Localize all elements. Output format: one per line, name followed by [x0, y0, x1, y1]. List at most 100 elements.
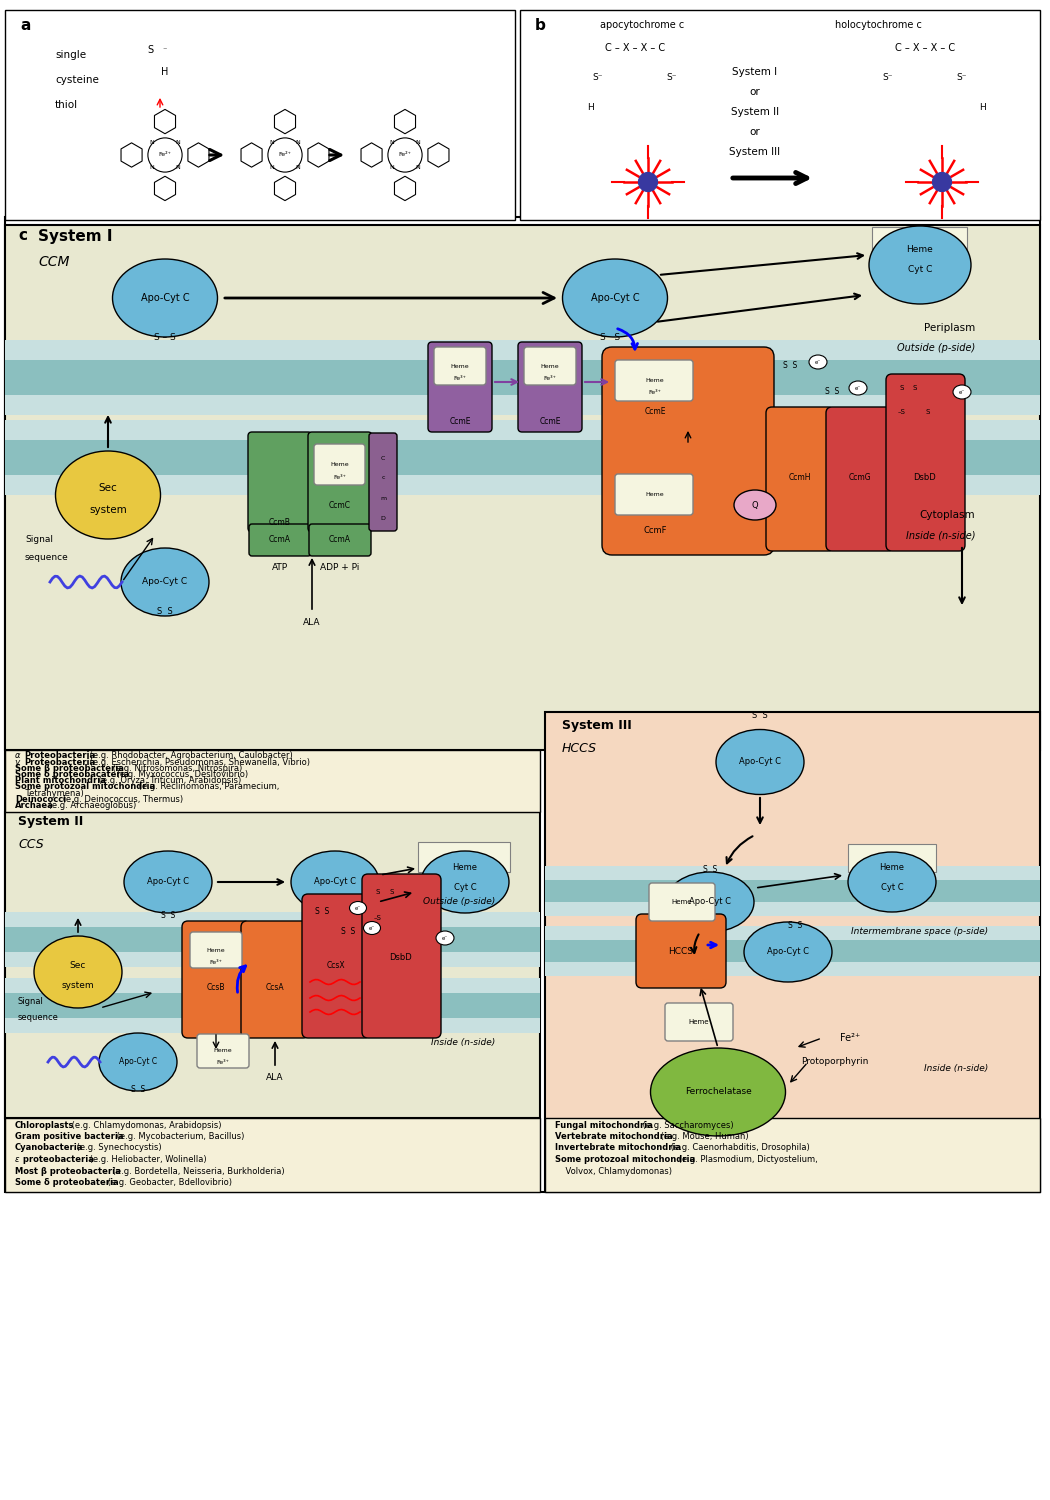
- Text: Fe³⁺: Fe³⁺: [334, 476, 346, 480]
- Text: S – S: S – S: [154, 333, 176, 342]
- Text: Some δ proteobateria: Some δ proteobateria: [15, 1178, 119, 1186]
- Text: Some protozoal mitochondria: Some protozoal mitochondria: [555, 1155, 695, 1164]
- Text: ALA: ALA: [267, 1074, 284, 1083]
- Text: Cyt C: Cyt C: [881, 884, 903, 892]
- Ellipse shape: [734, 490, 776, 520]
- Text: S⁻: S⁻: [667, 74, 677, 82]
- Bar: [5, 912, 540, 927]
- Text: Outside (p-side): Outside (p-side): [897, 344, 975, 352]
- Text: single: single: [55, 50, 86, 60]
- Text: CcsA: CcsA: [266, 984, 285, 993]
- Text: ε: ε: [15, 1155, 20, 1164]
- Text: e⁻: e⁻: [815, 360, 821, 364]
- Ellipse shape: [421, 850, 509, 914]
- Text: Gram positive bacteria: Gram positive bacteria: [15, 1132, 124, 1142]
- Text: S: S: [926, 410, 930, 416]
- Ellipse shape: [849, 381, 867, 394]
- Text: sequence: sequence: [18, 1014, 59, 1023]
- Text: Apo-Cyt C: Apo-Cyt C: [141, 292, 189, 303]
- Text: HCCS: HCCS: [669, 946, 693, 956]
- Text: S: S: [376, 890, 380, 896]
- Text: CcmC: CcmC: [329, 501, 351, 510]
- Text: (e.g. Escherichia, Pseudomonas, Shewanella, Vibrio): (e.g. Escherichia, Pseudomonas, Shewanel…: [87, 758, 310, 766]
- Text: S: S: [390, 890, 394, 896]
- Text: S: S: [147, 45, 153, 56]
- Text: Most β proteobacteria: Most β proteobacteria: [15, 1167, 121, 1176]
- Text: CcmE: CcmE: [449, 417, 470, 426]
- Text: Heme: Heme: [689, 1019, 709, 1025]
- Text: c: c: [18, 228, 27, 243]
- Text: CcmA: CcmA: [329, 536, 351, 544]
- Text: or: or: [750, 128, 760, 136]
- Text: m: m: [380, 495, 386, 501]
- Text: Apo-Cyt C: Apo-Cyt C: [739, 758, 781, 766]
- Bar: [5, 993, 540, 1018]
- FancyBboxPatch shape: [369, 433, 397, 531]
- Bar: [5, 750, 540, 812]
- Bar: [5, 440, 1040, 476]
- Text: C – X – X – C: C – X – X – C: [605, 44, 665, 52]
- Text: Intermembrane space (p-side): Intermembrane space (p-side): [850, 927, 988, 936]
- Text: N: N: [416, 165, 420, 171]
- Text: Heme: Heme: [646, 378, 665, 384]
- FancyBboxPatch shape: [314, 444, 365, 485]
- Text: DsbD: DsbD: [390, 954, 413, 963]
- Text: Fe²⁺: Fe²⁺: [840, 1034, 860, 1042]
- Text: Heme: Heme: [214, 1047, 232, 1053]
- Text: CcmE: CcmE: [540, 417, 561, 426]
- FancyBboxPatch shape: [242, 921, 309, 1038]
- Text: (e.g. Myxococcus, Deslfovibrio): (e.g. Myxococcus, Deslfovibrio): [114, 770, 248, 778]
- Bar: [5, 420, 1040, 440]
- Text: S  S: S S: [315, 908, 329, 916]
- Text: HCCS: HCCS: [562, 741, 597, 754]
- FancyBboxPatch shape: [636, 914, 726, 989]
- Text: e⁻: e⁻: [369, 926, 375, 930]
- Text: N: N: [390, 165, 395, 171]
- Text: S  S: S S: [788, 921, 802, 930]
- Ellipse shape: [638, 172, 657, 192]
- Text: ADP + Pi: ADP + Pi: [320, 564, 360, 573]
- Text: System II: System II: [18, 816, 83, 828]
- Text: DsbD: DsbD: [914, 474, 937, 483]
- Text: (e.g. Archaeoglobus): (e.g. Archaeoglobus): [46, 801, 136, 810]
- Text: Cyt C: Cyt C: [454, 884, 477, 892]
- Text: Fe²⁺: Fe²⁺: [278, 153, 292, 158]
- Text: S  S: S S: [158, 608, 173, 616]
- Text: Cyanobacteria: Cyanobacteria: [15, 1143, 83, 1152]
- Text: N: N: [270, 165, 274, 171]
- Text: (e.g. Nitrosomonas, Nitrospira): (e.g. Nitrosomonas, Nitrospira): [109, 764, 242, 772]
- Text: Proteobacteria: Proteobacteria: [24, 752, 96, 760]
- Text: D: D: [380, 516, 385, 520]
- Text: e⁻: e⁻: [355, 906, 361, 910]
- Bar: [5, 1019, 540, 1034]
- Text: System III: System III: [562, 718, 632, 732]
- Ellipse shape: [563, 260, 668, 338]
- Text: system: system: [89, 506, 127, 515]
- Ellipse shape: [716, 729, 804, 795]
- Bar: [545, 926, 1040, 940]
- Text: Outside (p-side): Outside (p-side): [423, 897, 495, 906]
- Text: CcmH: CcmH: [789, 474, 812, 483]
- Text: proteobacteria: proteobacteria: [20, 1155, 93, 1164]
- FancyBboxPatch shape: [249, 524, 311, 556]
- Text: S  S: S S: [783, 360, 797, 369]
- Text: sequence: sequence: [25, 554, 68, 562]
- Text: C: C: [381, 456, 385, 460]
- Text: S⁻: S⁻: [883, 74, 894, 82]
- Text: S  S: S S: [161, 910, 175, 920]
- Text: Archaea: Archaea: [15, 801, 54, 810]
- Text: Ferrochelatase: Ferrochelatase: [685, 1088, 752, 1096]
- FancyBboxPatch shape: [434, 346, 486, 386]
- Text: ⁻: ⁻: [163, 45, 167, 54]
- Text: Chloroplasts: Chloroplasts: [15, 1120, 75, 1130]
- Text: c: c: [381, 476, 384, 480]
- Text: Apo-Cyt C: Apo-Cyt C: [689, 897, 731, 906]
- Text: e⁻: e⁻: [855, 386, 861, 390]
- Text: Apo-Cyt C: Apo-Cyt C: [766, 948, 808, 957]
- Ellipse shape: [112, 260, 217, 338]
- Ellipse shape: [953, 386, 971, 399]
- FancyBboxPatch shape: [886, 374, 965, 550]
- Ellipse shape: [666, 871, 754, 932]
- FancyBboxPatch shape: [524, 346, 576, 386]
- Text: thiol: thiol: [55, 100, 78, 109]
